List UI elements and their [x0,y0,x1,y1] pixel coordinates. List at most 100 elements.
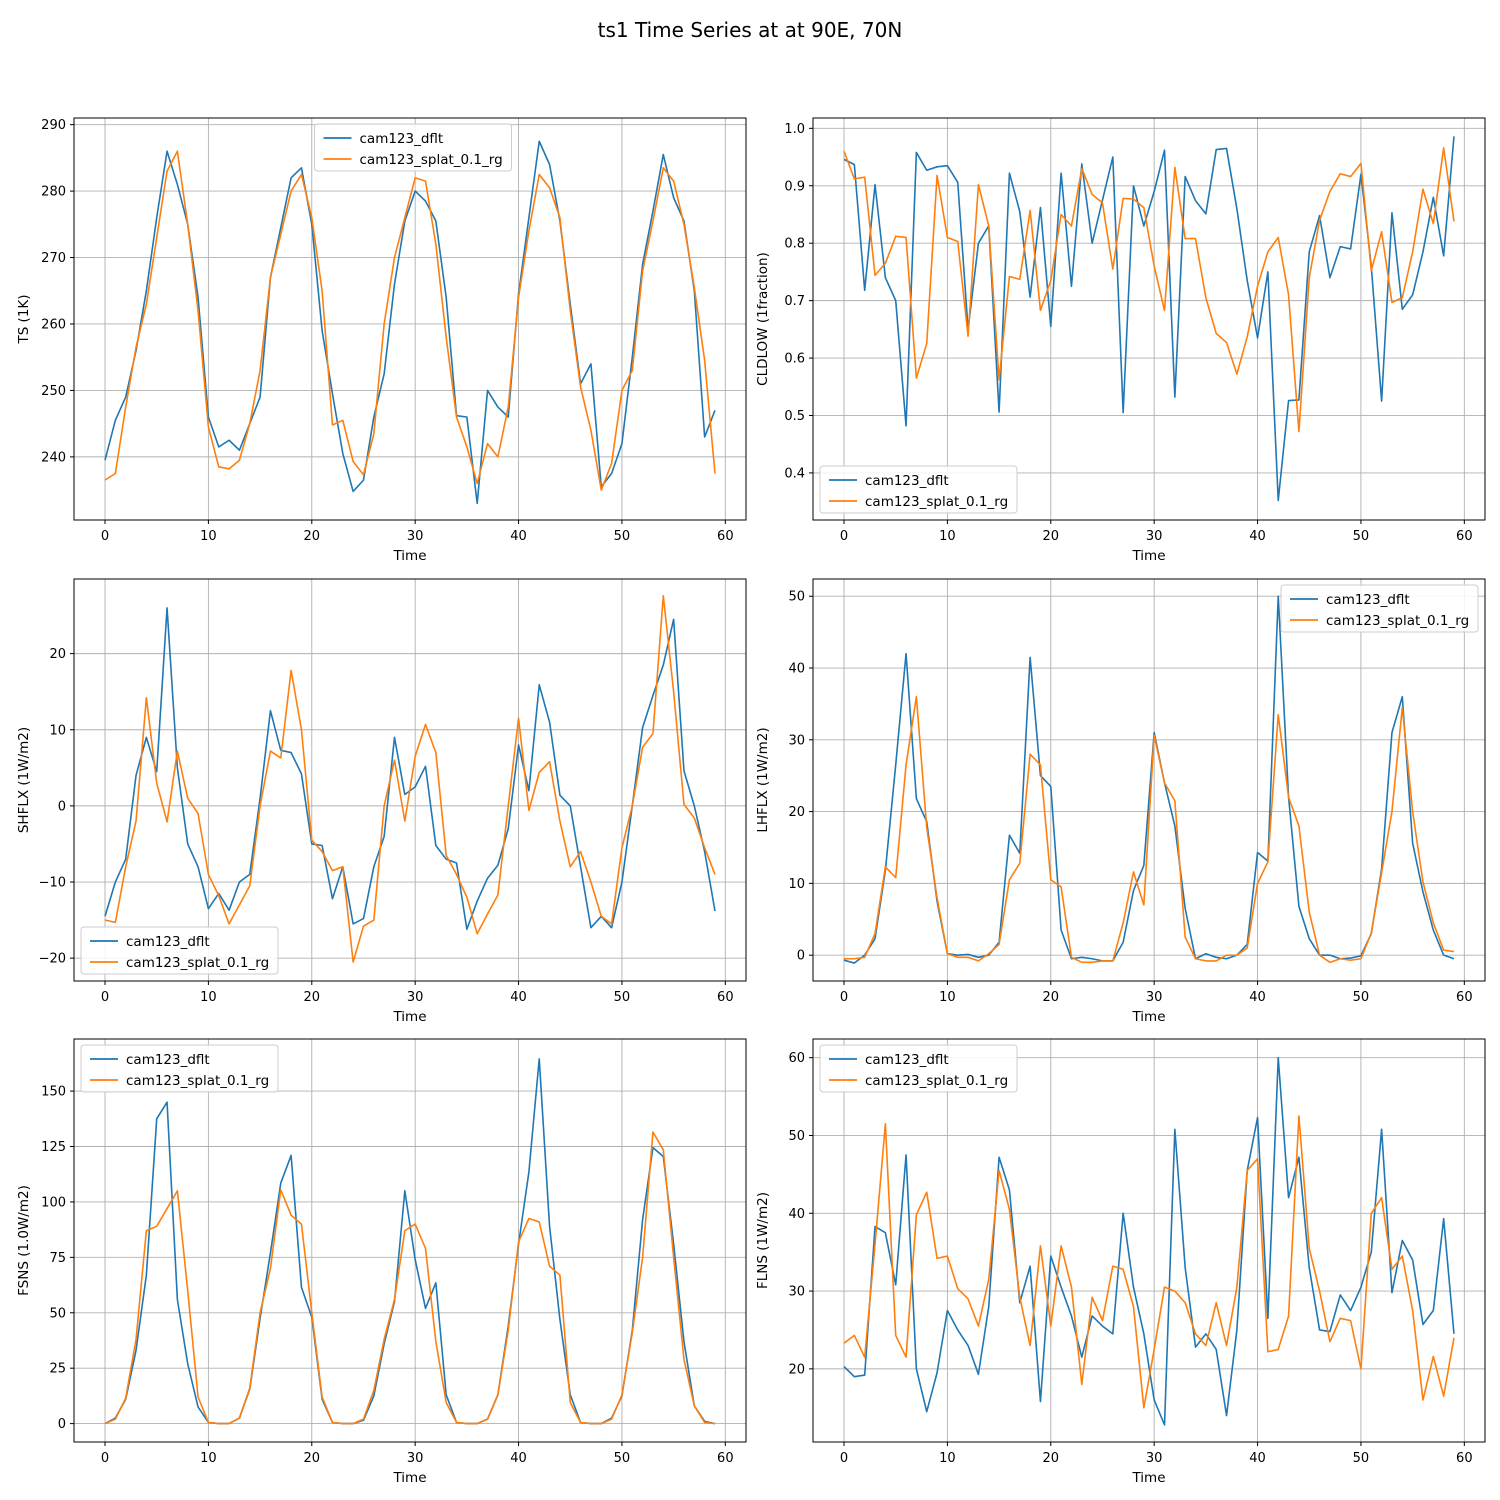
y-axis-label: CLDLOW (1fraction) [755,252,771,386]
series-line-cam123_dflt [843,136,1455,502]
x-tick-label: 10 [200,1451,217,1466]
legend-label: cam123_dflt [865,1052,949,1068]
legend-box [80,1044,279,1093]
axes-frame [812,1038,1486,1443]
legend-label: cam123_splat_0.1_rg [1326,613,1469,629]
x-tick-label: 20 [304,990,321,1005]
chart-panel-3: 0 10 20 30 40 50 60 −20 −10 0 10 20 Time SHFLX (1W/m2… [16,578,747,1025]
x-tick-label: 0 [101,1451,109,1466]
y-tick-label: 50 [788,590,805,605]
series-line-cam123_splat_0.1_rg [844,695,1455,964]
x-axis-label: Time [1131,548,1165,564]
y-tick-label: 20 [49,647,66,662]
legend-label: cam123_splat_0.1_rg [126,955,269,971]
series-line-cam123_splat_0.1_rg [104,594,716,963]
x-tick-label: 60 [1456,1451,1473,1466]
y-tick-label: 20 [788,805,805,820]
x-tick-label: 10 [200,529,217,544]
y-tick-label: 0 [797,949,805,964]
x-tick-label: 40 [510,529,527,544]
y-tick-label: 0.5 [784,409,805,424]
x-tick-label: 20 [1043,990,1060,1005]
legend: cam123_dflt cam123_splat_0.1_rg [819,465,1018,514]
x-axis-label: Time [392,548,426,564]
axes-frame [812,117,1486,521]
x-tick-label: 20 [304,529,321,544]
y-axis-label: LHFLX (1W/m2) [755,727,771,832]
legend-label: cam123_splat_0.1_rg [865,1073,1008,1089]
y-tick-label: 10 [49,723,66,738]
series-line-cam123_dflt [843,1056,1455,1426]
x-tick-label: 50 [614,990,631,1005]
x-tick-label: 40 [1249,1451,1266,1466]
y-tick-label: 40 [788,662,805,677]
x-tick-label: 40 [1249,990,1266,1005]
x-tick-label: 0 [840,1451,848,1466]
axes-frame [73,1038,747,1443]
y-tick-label: 0.9 [784,179,805,194]
y-tick-label: 125 [41,1140,66,1155]
y-tick-label: 0.7 [784,294,805,309]
x-tick-label: 30 [407,990,424,1005]
y-tick-label: 0 [58,799,66,814]
figure-title: ts1 Time Series at at 90E, 70N [598,18,903,42]
x-tick-label: 40 [510,1451,527,1466]
legend: cam123_dflt cam123_splat_0.1_rg [1280,584,1479,633]
y-tick-label: 30 [788,733,805,748]
y-tick-label: 20 [788,1362,805,1377]
legend-label: cam123_dflt [360,131,444,147]
chart-panel-4: 0 10 20 30 40 50 60 0 10 20 30 40 50 Time LHFLX (1W/m2… [755,578,1486,1025]
series-line-cam123_splat_0.1_rg [843,1115,1455,1409]
y-tick-label: 1.0 [784,122,805,137]
x-tick-label: 40 [1249,529,1266,544]
x-tick-label: 50 [614,529,631,544]
x-tick-label: 10 [939,990,956,1005]
y-tick-label: 0 [58,1417,66,1432]
y-tick-label: 25 [49,1362,66,1377]
x-axis-label: Time [392,1470,426,1486]
y-tick-label: 0.6 [784,352,805,367]
y-tick-label: 240 [41,450,66,465]
y-tick-label: 150 [41,1085,66,1100]
legend-label: cam123_dflt [126,934,210,950]
axes-frame [73,117,747,521]
x-tick-label: 20 [304,1451,321,1466]
y-tick-label: 50 [788,1129,805,1144]
x-axis-label: Time [1131,1470,1165,1486]
y-axis-label: FLNS (1W/m2) [755,1192,771,1289]
x-tick-label: 0 [840,529,848,544]
y-tick-label: 290 [41,118,66,133]
chart-panel-1: 0 10 20 30 40 50 60 240 250 260 270 280 290 Time TS (1… [16,117,747,564]
x-tick-label: 50 [1353,990,1370,1005]
x-tick-label: 30 [1146,1451,1163,1466]
y-tick-label: 0.4 [784,466,805,481]
x-tick-label: 10 [939,529,956,544]
y-tick-label: 40 [788,1207,805,1222]
legend-label: cam123_dflt [126,1052,210,1068]
x-tick-label: 20 [1043,529,1060,544]
legend-label: cam123_splat_0.1_rg [865,494,1008,510]
legend-box [80,926,279,975]
y-tick-label: 30 [788,1285,805,1300]
y-tick-label: −20 [39,952,66,967]
y-tick-label: 260 [41,317,66,332]
legend: cam123_dflt cam123_splat_0.1_rg [80,1044,279,1093]
x-tick-label: 60 [1456,990,1473,1005]
y-tick-label: 10 [788,877,805,892]
chart-panel-6: 0 10 20 30 40 50 60 20 30 40 50 60 Time FLNS (1W/m2) c… [755,1038,1486,1486]
legend: cam123_dflt cam123_splat_0.1_rg [80,926,279,975]
y-tick-label: 60 [788,1051,805,1066]
axes-frame [73,578,747,982]
x-tick-label: 50 [1353,1451,1370,1466]
x-tick-label: 0 [840,990,848,1005]
x-tick-label: 0 [101,529,109,544]
y-axis-label: SHFLX (1W/m2) [16,727,32,833]
y-tick-label: 280 [41,185,66,200]
y-tick-label: 50 [49,1306,66,1321]
x-tick-label: 30 [1146,529,1163,544]
legend: cam123_dflt cam123_splat_0.1_rg [314,123,512,172]
x-tick-label: 30 [1146,990,1163,1005]
y-axis-label: TS (1K) [16,294,32,344]
y-tick-label: 75 [49,1251,66,1266]
